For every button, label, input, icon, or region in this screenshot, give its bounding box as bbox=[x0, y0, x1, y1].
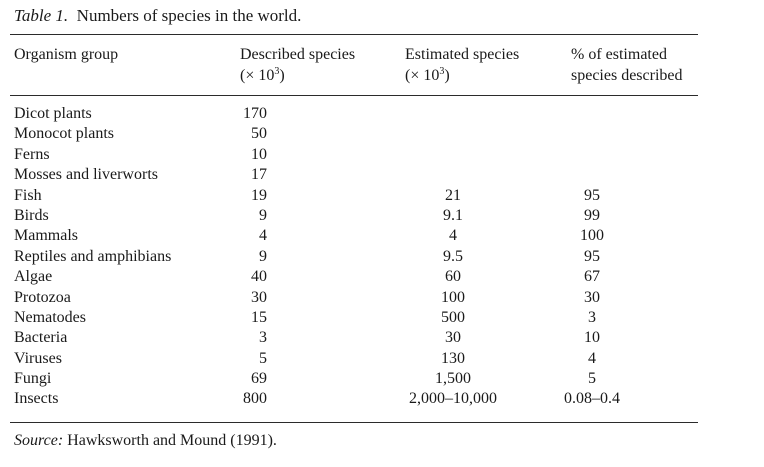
header-percent-described: % of estimated species described bbox=[571, 44, 683, 86]
table-row: Ferns 10 bbox=[0, 145, 764, 165]
cell-described: 170 bbox=[243, 105, 267, 122]
cell-organism-group: Mosses and liverworts bbox=[14, 166, 158, 184]
cell-described: 9 bbox=[259, 206, 267, 224]
cell-organism-group: Insects bbox=[14, 390, 59, 408]
cell-organism-group: Monocot plants bbox=[14, 125, 114, 143]
header-estimated-unit: (× 103) bbox=[405, 66, 450, 85]
cell-organism-group: Birds bbox=[14, 206, 49, 224]
bottom-rule bbox=[10, 422, 698, 423]
cell-organism-group: Protozoa bbox=[14, 288, 71, 306]
header-estimated-label: Estimated species bbox=[405, 46, 520, 63]
header-percent-line1: % of estimated bbox=[571, 46, 667, 63]
cell-organism-group: Algae bbox=[14, 268, 53, 286]
cell-estimated: 100 bbox=[441, 288, 465, 306]
cell-estimated: 9.5 bbox=[443, 247, 463, 265]
cell-organism-group: Ferns bbox=[14, 145, 50, 163]
cell-described: 5 bbox=[259, 349, 267, 367]
cell-described: 40 bbox=[251, 268, 267, 286]
table-row: Mammals 4 4 100 bbox=[0, 226, 764, 246]
source-note: Source: Hawksworth and Mound (1991). bbox=[14, 432, 277, 450]
table-row: Fungi 69 1,500 5 bbox=[0, 369, 764, 389]
cell-described: 3 bbox=[259, 329, 267, 347]
cell-percent: 5 bbox=[588, 370, 596, 388]
cell-described: 50 bbox=[251, 125, 267, 143]
cell-percent: 0.08–0.4 bbox=[564, 390, 620, 408]
cell-organism-group: Fungi bbox=[14, 370, 52, 388]
cell-organism-group: Fish bbox=[14, 186, 42, 204]
cell-estimated: 130 bbox=[441, 349, 465, 367]
table-row: Mosses and liverworts 17 bbox=[0, 165, 764, 185]
cell-estimated: 1,500 bbox=[435, 370, 471, 388]
table-row: Reptiles and amphibians 9 9.5 95 bbox=[0, 247, 764, 267]
cell-organism-group: Reptiles and amphibians bbox=[14, 247, 172, 265]
cell-percent: 4 bbox=[588, 349, 596, 367]
table-row: Birds 9 9.1 99 bbox=[0, 206, 764, 226]
cell-percent: 99 bbox=[584, 206, 600, 224]
cell-organism-group: Mammals bbox=[14, 227, 78, 245]
cell-estimated: 2,000–10,000 bbox=[409, 390, 497, 408]
source-text: Hawksworth and Mound (1991). bbox=[67, 432, 277, 449]
cell-percent: 100 bbox=[580, 227, 604, 245]
cell-percent: 95 bbox=[584, 186, 600, 204]
cell-organism-group: Viruses bbox=[14, 349, 62, 367]
table-row: Protozoa 30 100 30 bbox=[0, 288, 764, 308]
cell-estimated: 30 bbox=[445, 329, 461, 347]
cell-described: 800 bbox=[243, 390, 267, 408]
cell-described: 69 bbox=[251, 370, 267, 388]
table-row: Bacteria 3 30 10 bbox=[0, 328, 764, 348]
cell-percent: 10 bbox=[584, 329, 600, 347]
table-caption-label: Table 1. bbox=[14, 6, 69, 25]
header-estimated-species: Estimated species (× 103) bbox=[405, 44, 519, 86]
header-described-unit: (× 103) bbox=[240, 66, 285, 85]
table-body: Dicot plants 170 Monocot plants 50 Ferns 10… bbox=[0, 104, 764, 410]
cell-described: 30 bbox=[251, 288, 267, 306]
cell-described: 19 bbox=[251, 186, 267, 204]
header-described-species: Described species (× 103) bbox=[240, 44, 355, 86]
cell-described: 17 bbox=[251, 166, 267, 184]
cell-percent: 67 bbox=[584, 268, 600, 286]
header-rule bbox=[10, 95, 698, 96]
cell-estimated: 4 bbox=[449, 227, 457, 245]
header-organism-group: Organism group bbox=[14, 44, 118, 65]
table-caption-text: Numbers of species in the world. bbox=[76, 6, 302, 25]
cell-percent: 3 bbox=[588, 308, 596, 326]
table-caption: Table 1. Numbers of species in the world… bbox=[14, 6, 301, 26]
table-row: Dicot plants 170 bbox=[0, 104, 764, 124]
table-row: Nematodes 15 500 3 bbox=[0, 308, 764, 328]
source-label: Source: bbox=[14, 432, 64, 449]
header-organism-group-label: Organism group bbox=[14, 46, 119, 63]
cell-described: 15 bbox=[251, 308, 267, 326]
cell-percent: 95 bbox=[584, 247, 600, 265]
cell-percent: 30 bbox=[584, 288, 600, 306]
table-row: Fish 19 21 95 bbox=[0, 186, 764, 206]
top-rule bbox=[10, 34, 698, 35]
cell-estimated: 9.1 bbox=[443, 206, 463, 224]
cell-estimated: 500 bbox=[441, 308, 465, 326]
cell-organism-group: Bacteria bbox=[14, 329, 68, 347]
cell-described: 4 bbox=[259, 227, 267, 245]
cell-estimated: 60 bbox=[445, 268, 461, 286]
table-row: Viruses 5 130 4 bbox=[0, 349, 764, 369]
cell-organism-group: Dicot plants bbox=[14, 105, 92, 122]
table-row: Monocot plants 50 bbox=[0, 124, 764, 144]
cell-estimated: 21 bbox=[445, 186, 461, 204]
cell-described: 10 bbox=[251, 145, 267, 163]
header-percent-line2: species described bbox=[571, 67, 683, 84]
cell-described: 9 bbox=[259, 247, 267, 265]
table-row: Insects 800 2,000–10,000 0.08–0.4 bbox=[0, 389, 764, 409]
table-row: Algae 40 60 67 bbox=[0, 267, 764, 287]
cell-organism-group: Nematodes bbox=[14, 308, 86, 326]
header-described-label: Described species bbox=[240, 46, 356, 63]
